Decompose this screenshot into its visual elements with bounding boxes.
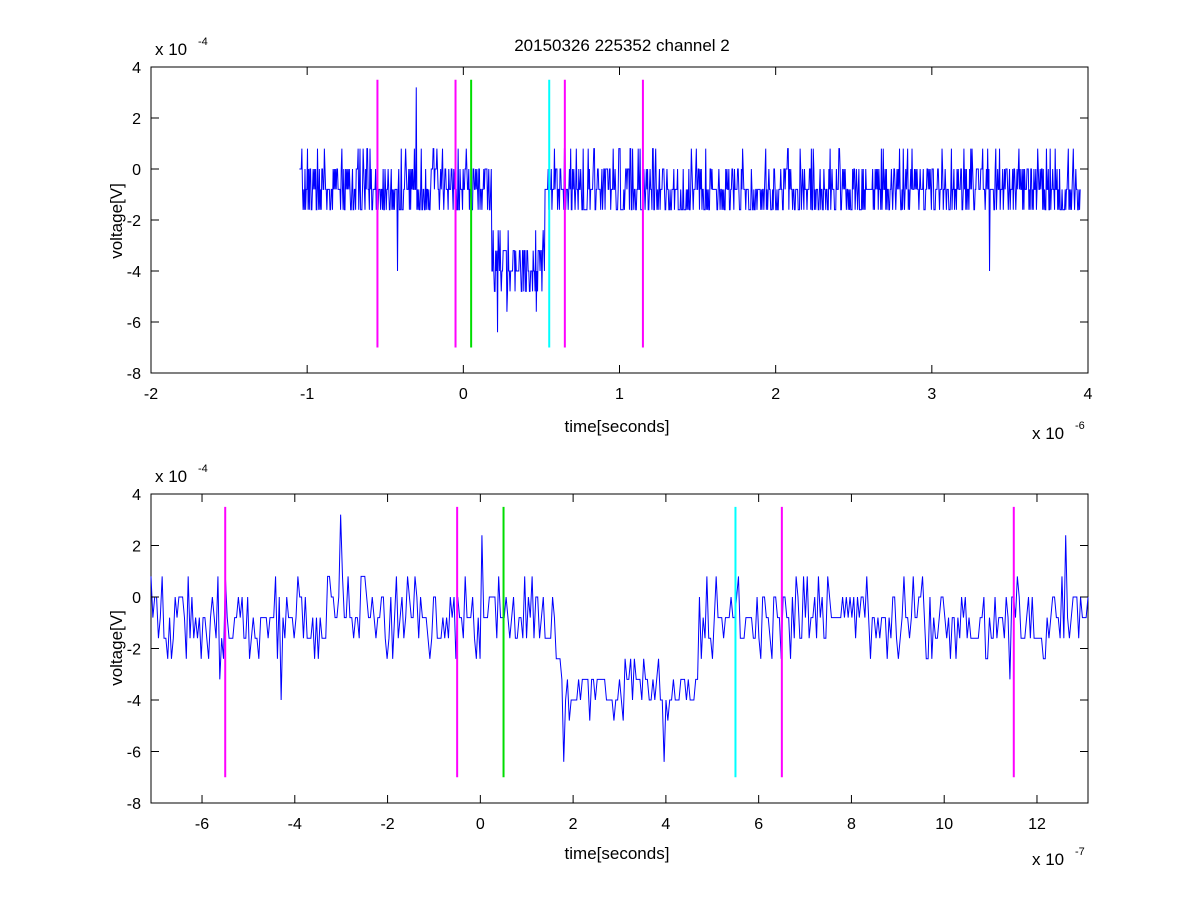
- bottom-y-multiplier: x 10: [155, 467, 187, 486]
- bottom-x-multiplier: x 10: [1032, 850, 1064, 869]
- top-y-multiplier: x 10: [155, 40, 187, 59]
- top-y-tick-label-6: 4: [132, 60, 141, 77]
- bottom-x-tick-label-2: -2: [380, 816, 394, 833]
- bottom-x-tick-label-9: 12: [1028, 816, 1046, 833]
- top-y-tick-label-0: -8: [127, 366, 141, 383]
- bottom-plot: time[seconds] voltage[V] x 10 -7 x 10 -4…: [107, 463, 1089, 869]
- bottom-x-tick-label-0: -6: [195, 816, 209, 833]
- bottom-y-multiplier-exponent: -4: [198, 463, 208, 475]
- bottom-x-tick-label-5: 4: [661, 816, 670, 833]
- top-x-tick-label-2: 0: [459, 386, 468, 403]
- bottom-y-tick-label-4: 0: [132, 590, 141, 607]
- bottom-y-tick-label-0: -8: [127, 796, 141, 813]
- top-x-multiplier-exponent: -6: [1075, 420, 1085, 432]
- top-x-tick-label-0: -2: [144, 386, 158, 403]
- bottom-series-line: [150, 514, 1089, 762]
- top-x-tick-label-3: 1: [615, 386, 624, 403]
- bottom-x-tick-label-4: 2: [569, 816, 578, 833]
- top-x-multiplier: x 10: [1032, 424, 1064, 443]
- top-y-tick-label-5: 2: [132, 111, 141, 128]
- bottom-y-tick-label-1: -6: [127, 745, 141, 762]
- bottom-x-axis-label: time[seconds]: [565, 844, 670, 863]
- bottom-y-tick-label-6: 4: [132, 487, 141, 504]
- top-y-multiplier-exponent: -4: [198, 36, 208, 48]
- top-plot: time[seconds] voltage[V] x 10 -6 x 10 -4…: [107, 36, 1093, 443]
- top-x-tick-label-5: 3: [927, 386, 936, 403]
- bottom-y-tick-label-3: -2: [127, 642, 141, 659]
- top-y-tick-label-2: -4: [127, 264, 141, 281]
- top-series-line: [299, 87, 1081, 333]
- top-x-tick-label-4: 2: [771, 386, 780, 403]
- bottom-x-tick-label-6: 6: [754, 816, 763, 833]
- bottom-x-tick-label-1: -4: [288, 816, 302, 833]
- bottom-x-tick-label-7: 8: [847, 816, 856, 833]
- top-y-tick-label-4: 0: [132, 162, 141, 179]
- top-y-tick-label-3: -2: [127, 213, 141, 230]
- top-y-tick-label-1: -6: [127, 315, 141, 332]
- top-y-axis-label: voltage[V]: [107, 183, 126, 259]
- bottom-y-axis-label: voltage[V]: [107, 610, 126, 686]
- top-x-tick-label-6: 4: [1084, 386, 1093, 403]
- bottom-x-multiplier-exponent: -7: [1075, 846, 1085, 858]
- bottom-x-tick-label-3: 0: [476, 816, 485, 833]
- bottom-y-tick-label-5: 2: [132, 539, 141, 556]
- bottom-y-tick-label-2: -4: [127, 693, 141, 710]
- top-x-tick-label-1: -1: [300, 386, 314, 403]
- top-x-axis-label: time[seconds]: [565, 417, 670, 436]
- figure-title: 20150326 225352 channel 2: [514, 36, 730, 55]
- bottom-x-tick-label-8: 10: [935, 816, 953, 833]
